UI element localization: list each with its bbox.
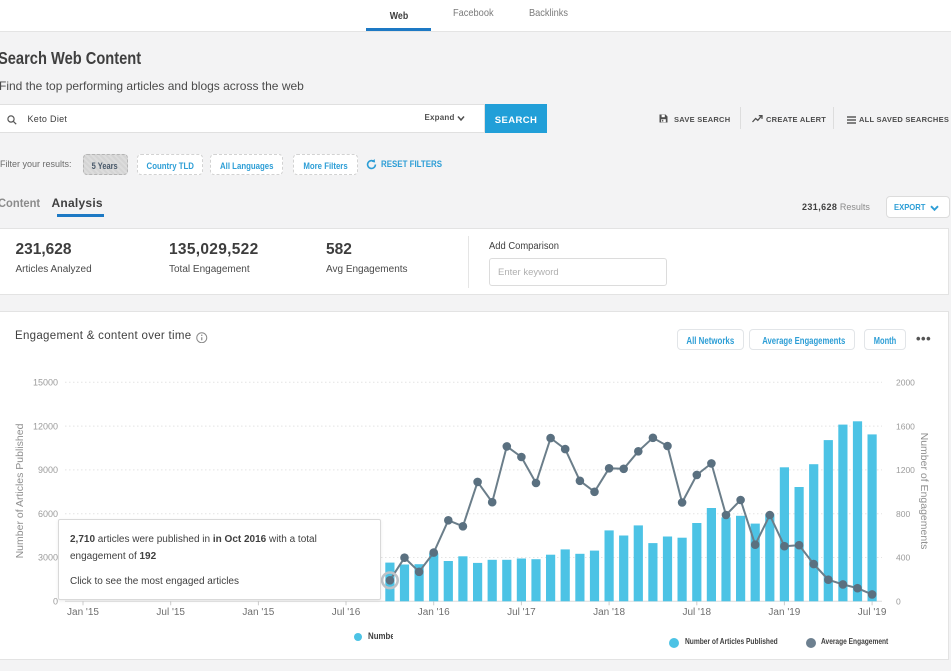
svg-text:Jul '19: Jul '19 (858, 607, 887, 618)
svg-text:12000: 12000 (33, 421, 58, 431)
svg-text:15000: 15000 (33, 378, 58, 388)
svg-text:9000: 9000 (38, 465, 58, 475)
svg-text:Jan '16: Jan '16 (418, 607, 450, 618)
svg-text:Jan '15: Jan '15 (242, 607, 274, 618)
svg-text:2000: 2000 (896, 378, 915, 388)
svg-text:800: 800 (896, 509, 910, 519)
svg-text:400: 400 (896, 553, 910, 563)
svg-text:0: 0 (53, 597, 58, 607)
svg-text:Jul '17: Jul '17 (507, 607, 536, 618)
svg-text:Jul '15: Jul '15 (156, 607, 185, 618)
svg-text:3000: 3000 (38, 553, 58, 563)
svg-text:Jan '19: Jan '19 (768, 607, 800, 618)
svg-text:1600: 1600 (896, 421, 915, 431)
svg-text:Jul '16: Jul '16 (332, 607, 361, 618)
svg-text:Jan '18: Jan '18 (593, 607, 625, 618)
svg-text:6000: 6000 (38, 509, 58, 519)
svg-text:0: 0 (896, 597, 901, 607)
svg-text:Jan '15: Jan '15 (67, 607, 99, 618)
svg-text:Number of Articles Published: Number of Articles Published (14, 423, 26, 558)
svg-text:Number of Engagements: Number of Engagements (918, 433, 930, 550)
svg-text:Jul '18: Jul '18 (683, 607, 712, 618)
svg-text:1200: 1200 (896, 465, 915, 475)
